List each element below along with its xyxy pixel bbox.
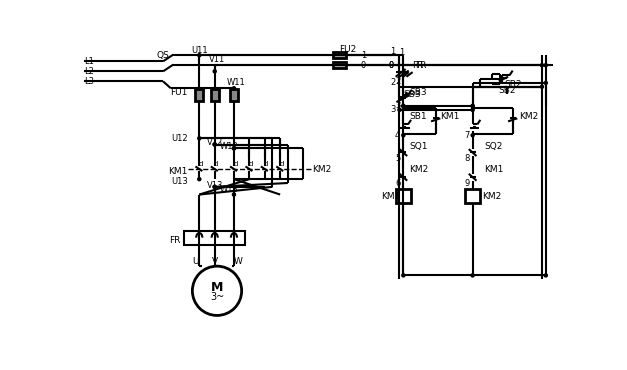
Bar <box>332 52 346 58</box>
Circle shape <box>398 108 401 111</box>
Text: SB3: SB3 <box>403 90 421 99</box>
Text: FU1: FU1 <box>171 88 187 97</box>
Text: d: d <box>199 161 203 167</box>
Text: 1: 1 <box>391 47 396 56</box>
Text: d: d <box>280 161 284 167</box>
Text: 5: 5 <box>395 154 400 163</box>
Text: 3: 3 <box>390 105 396 114</box>
Text: 4: 4 <box>395 131 400 140</box>
Text: W12: W12 <box>220 142 239 151</box>
Circle shape <box>471 134 474 137</box>
Circle shape <box>233 193 236 196</box>
Text: 2: 2 <box>395 77 400 86</box>
Text: 0: 0 <box>388 61 393 70</box>
Bar <box>184 231 246 245</box>
Circle shape <box>213 185 216 188</box>
Text: KM2: KM2 <box>409 165 429 174</box>
Text: 1: 1 <box>399 48 405 57</box>
Text: 8: 8 <box>464 154 470 163</box>
Text: KM2: KM2 <box>312 165 332 174</box>
Text: FR: FR <box>169 236 180 245</box>
Circle shape <box>198 54 201 57</box>
Circle shape <box>233 147 236 150</box>
Text: 3~: 3~ <box>210 292 224 302</box>
Text: SB2: SB2 <box>498 86 516 95</box>
Text: FR: FR <box>415 61 426 70</box>
Text: V12: V12 <box>207 138 223 148</box>
Text: QS: QS <box>157 51 169 60</box>
Circle shape <box>402 274 405 277</box>
Text: L2: L2 <box>84 67 93 76</box>
Text: SQ2: SQ2 <box>484 142 503 151</box>
Text: V11: V11 <box>209 55 225 64</box>
Text: KM2: KM2 <box>482 192 501 201</box>
Text: d: d <box>233 161 238 167</box>
Circle shape <box>198 137 201 140</box>
Bar <box>196 89 203 101</box>
Circle shape <box>540 64 544 67</box>
Text: U11: U11 <box>191 46 208 55</box>
Text: L1: L1 <box>84 57 93 66</box>
Circle shape <box>402 104 405 108</box>
Text: V13: V13 <box>207 181 223 190</box>
Circle shape <box>544 274 547 277</box>
Circle shape <box>213 185 216 188</box>
Text: W11: W11 <box>227 78 246 87</box>
Circle shape <box>198 178 201 181</box>
Circle shape <box>213 143 216 146</box>
Text: W: W <box>233 257 242 266</box>
Text: 0: 0 <box>361 61 366 70</box>
Text: SQ1: SQ1 <box>409 142 428 151</box>
Circle shape <box>471 108 474 111</box>
Text: 9: 9 <box>465 178 470 188</box>
Text: SB1: SB1 <box>409 112 427 121</box>
Text: SB2: SB2 <box>505 80 522 89</box>
Circle shape <box>233 87 236 90</box>
Text: KM1: KM1 <box>381 192 400 201</box>
Bar <box>230 89 238 101</box>
Bar <box>465 189 480 203</box>
Text: M: M <box>211 281 223 294</box>
Text: 3: 3 <box>395 101 400 111</box>
Text: 2: 2 <box>391 78 396 87</box>
Text: SB3: SB3 <box>409 88 427 97</box>
Circle shape <box>471 104 474 108</box>
Text: 7: 7 <box>464 131 470 140</box>
Text: U13: U13 <box>171 177 187 186</box>
Bar <box>211 89 219 101</box>
Text: 1: 1 <box>361 51 366 60</box>
Text: KM1: KM1 <box>484 165 503 174</box>
Text: FU2: FU2 <box>339 44 357 54</box>
Circle shape <box>213 70 216 73</box>
Text: d: d <box>264 161 268 167</box>
Text: W13: W13 <box>220 185 239 194</box>
Text: d: d <box>214 161 218 167</box>
Circle shape <box>402 104 405 108</box>
Text: 0: 0 <box>389 61 394 70</box>
Circle shape <box>544 64 547 67</box>
Bar <box>332 62 346 68</box>
Circle shape <box>471 274 474 277</box>
Circle shape <box>540 85 544 88</box>
Circle shape <box>233 147 236 150</box>
Circle shape <box>213 143 216 146</box>
Text: L3: L3 <box>84 77 94 86</box>
Text: V: V <box>212 257 218 266</box>
Text: 6: 6 <box>395 178 400 188</box>
Text: U12: U12 <box>171 134 187 143</box>
Circle shape <box>544 81 547 84</box>
Text: KM2: KM2 <box>519 112 538 121</box>
Text: U: U <box>192 257 199 266</box>
Bar <box>396 189 411 203</box>
Circle shape <box>402 134 405 137</box>
Circle shape <box>471 104 474 108</box>
Text: KM1: KM1 <box>169 167 187 176</box>
Text: d: d <box>249 161 253 167</box>
Text: FR: FR <box>413 61 424 70</box>
Text: KM1: KM1 <box>440 112 460 121</box>
